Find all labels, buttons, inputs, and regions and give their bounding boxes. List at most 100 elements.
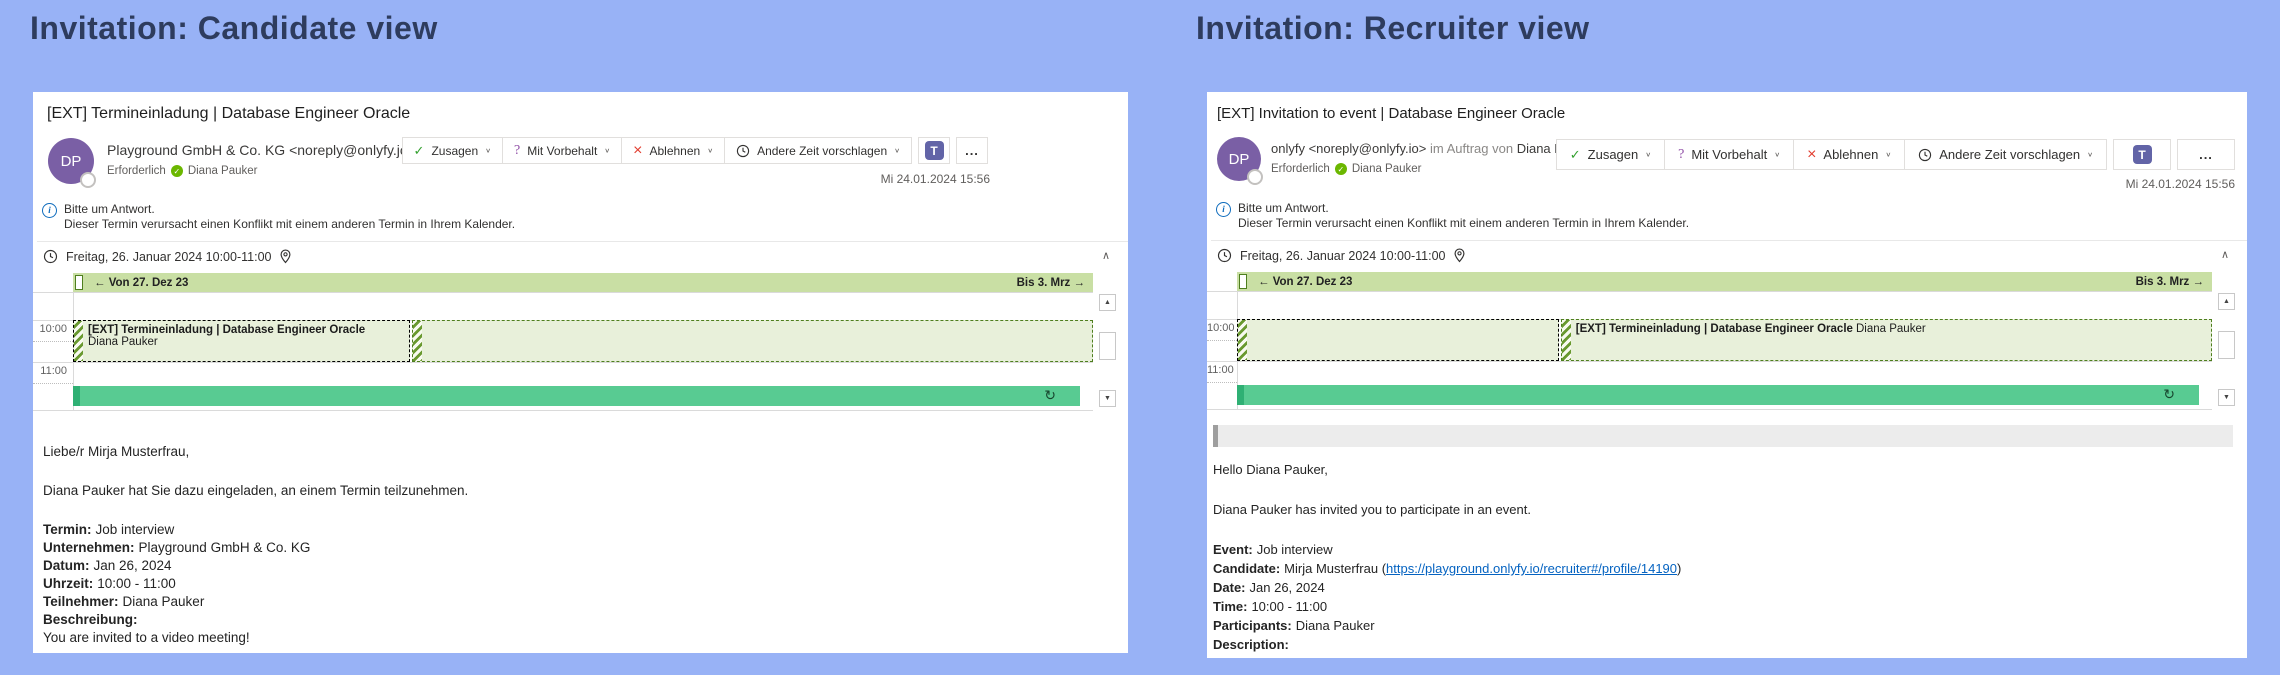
candidate-profile-link[interactable]: https://playground.onlyfy.io/recruiter#/… (1386, 561, 1678, 576)
grid-line (33, 292, 1093, 293)
event-organizer: Diana Pauker (1855, 323, 1926, 335)
location-pin-icon (280, 249, 291, 264)
half-hour-line (1207, 340, 1237, 341)
meeting-date-row: Freitag, 26. Januar 2024 10:00-11:00 ∧ (43, 249, 1114, 264)
required-label: Erforderlich (1271, 163, 1330, 175)
x-icon: × (633, 141, 643, 159)
scrollbar-cap (73, 386, 80, 406)
calendar-preview: ← Von 27. Dez 23 Bis 3. Mrz → 10:00 11:0… (33, 273, 1128, 412)
divider (1211, 240, 2247, 241)
collapsed-quote-bar[interactable] (1213, 425, 2233, 447)
scrollbar-thumb[interactable] (1099, 332, 1116, 360)
calendar-event-selected[interactable]: [EXT] Termineinladung | Database Enginee… (73, 320, 410, 362)
event-title: [EXT] Termineinladung | Database Enginee… (88, 324, 366, 336)
sync-icon: ↻ (1044, 387, 1056, 403)
scrollbar-thumb[interactable] (2218, 331, 2235, 359)
time-label-11: 11:00 (1207, 364, 1234, 376)
question-icon: ? (1678, 146, 1685, 162)
greeting: Hello Diana Pauker, (1213, 462, 1328, 477)
ellipsis-icon: ... (965, 142, 979, 158)
grid-line (1207, 361, 2212, 362)
scrollbar-cap (1237, 385, 1244, 405)
tentative-button[interactable]: ? Mit Vorbehalt ∨ (1664, 139, 1795, 170)
clock-icon (1919, 148, 1932, 161)
grid-line (1207, 409, 2212, 410)
event-title: [EXT] Termineinladung | Database Enginee… (1575, 323, 1853, 335)
arrow-right-icon: → (2192, 275, 2205, 288)
field-row: Unternehmen: Playground GmbH & Co. KG (43, 540, 311, 555)
calendar-range-from: ← Von 27. Dez 23 (1258, 275, 1353, 288)
scroll-up-button[interactable]: ▲ (2218, 293, 2235, 310)
field-row-candidate: Candidate: Mirja Musterfrau (https://play… (1213, 561, 1682, 576)
propose-new-time-button[interactable]: Andere Zeit vorschlagen ∨ (1904, 139, 2107, 170)
sync-icon: ↻ (2163, 386, 2175, 402)
field-row: Date: Jan 26, 2024 (1213, 580, 1325, 595)
calendar-event-selected[interactable] (1237, 319, 1559, 361)
field-row: Description: (1213, 637, 1289, 652)
greeting: Liebe/r Mirja Musterfrau, (43, 444, 190, 459)
info-line1: Bitte um Antwort. (64, 202, 155, 216)
closing-line: You are invited to a video meeting! (1213, 654, 2237, 658)
meeting-response-toolbar: ✓ Zusagen ∨ ? Mit Vorbehalt ∨ × Ablehnen… (401, 137, 988, 164)
more-actions-button[interactable]: ... (956, 137, 988, 164)
decline-button[interactable]: × Ablehnen ∨ (1793, 139, 1906, 170)
intro: Diana Pauker hat Sie dazu eingeladen, an… (43, 483, 469, 498)
accept-button[interactable]: ✓ Zusagen ∨ (401, 137, 504, 164)
email-body: Liebe/r Mirja Musterfrau, Diana Pauker h… (43, 443, 1114, 647)
info-line2: Dieser Termin verursacht einen Konflikt … (1238, 216, 1690, 230)
calendar-preview: ← Von 27. Dez 23 Bis 3. Mrz → 10:00 11:0… (1207, 272, 2247, 411)
accept-button[interactable]: ✓ Zusagen ∨ (1555, 139, 1666, 170)
tentative-button[interactable]: ? Mit Vorbehalt ∨ (502, 137, 623, 164)
teams-icon: T (924, 141, 944, 160)
field-row: Participants: Diana Pauker (1213, 618, 1375, 633)
vertical-scrollbar: ▲ ▼ (2218, 293, 2235, 406)
sender-name: onlyfy <noreply@onlyfy.io> (1271, 141, 1427, 156)
page-title-candidate: Invitation: Candidate view (30, 10, 438, 46)
x-icon: × (1807, 145, 1817, 163)
chevron-down-icon: ∨ (1774, 150, 1781, 159)
chevron-down-icon: ∨ (1645, 150, 1652, 159)
propose-new-time-button[interactable]: Andere Zeit vorschlagen ∨ (724, 137, 912, 164)
time-label-10: 10:00 (39, 323, 67, 335)
field-row: Event: Job interview (1213, 542, 1333, 557)
half-hour-line (33, 341, 73, 342)
calendar-range-bar[interactable]: ← Von 27. Dez 23 Bis 3. Mrz → (1237, 272, 2212, 291)
decline-button[interactable]: × Ablehnen ∨ (621, 137, 726, 164)
scroll-up-button[interactable]: ▲ (1099, 294, 1116, 311)
accepted-check-icon: ✓ (170, 165, 183, 177)
collapse-calendar-chevron[interactable]: ∧ (1101, 250, 1110, 262)
info-line2: Dieser Termin verursacht einen Konflikt … (64, 217, 516, 231)
scroll-down-button[interactable]: ▼ (2218, 389, 2235, 406)
received-timestamp: Mi 24.01.2024 15:56 (880, 172, 990, 186)
chevron-down-icon: ∨ (2087, 150, 2093, 159)
more-actions-button[interactable]: ... (2177, 139, 2235, 170)
horizontal-scrollbar[interactable]: ↻ (1237, 385, 2199, 405)
avatar[interactable]: DP (48, 138, 94, 184)
collapse-calendar-chevron[interactable]: ∧ (2220, 249, 2229, 261)
meeting-date-text: Freitag, 26. Januar 2024 10:00-11:00 (66, 249, 272, 264)
horizontal-scrollbar[interactable]: ↻ (73, 386, 1080, 406)
chevron-down-icon: ∨ (604, 146, 611, 155)
email-subject: [EXT] Invitation to event | Database Eng… (1217, 105, 1566, 122)
teams-meeting-button[interactable]: T (2113, 139, 2171, 170)
arrow-left-icon: ← (94, 276, 106, 289)
calendar-event-continuation[interactable] (411, 320, 1093, 362)
response-info: i Bitte um Antwort. Dieser Termin verurs… (1216, 201, 2233, 231)
chevron-down-icon: ∨ (894, 146, 900, 155)
clock-icon (1217, 248, 1232, 263)
field-row: Teilnehmer: Diana Pauker (43, 594, 205, 609)
chevron-down-icon: ∨ (707, 146, 714, 155)
meeting-response-toolbar: ✓ Zusagen ∨ ? Mit Vorbehalt ∨ × Ablehnen… (1555, 139, 2235, 170)
teams-meeting-button[interactable]: T (918, 137, 950, 164)
calendar-event-continuation[interactable]: [EXT] Termineinladung | Database Enginee… (1560, 319, 2212, 361)
arrow-left-icon: ← (1258, 275, 1270, 288)
calendar-range-bar[interactable]: ← Von 27. Dez 23 Bis 3. Mrz → (73, 273, 1093, 292)
sender-via: im Auftrag von (1429, 141, 1514, 156)
chevron-down-icon: ∨ (1885, 150, 1892, 159)
presence-ring-icon (80, 172, 96, 188)
sender-line: onlyfy <noreply@onlyfy.io> im Auftrag vo… (1271, 137, 1571, 156)
scroll-down-button[interactable]: ▼ (1099, 390, 1116, 407)
vertical-scrollbar: ▲ ▼ (1099, 294, 1116, 407)
page-title-recruiter: Invitation: Recruiter view (1196, 10, 1590, 46)
email-panel-recruiter: [EXT] Invitation to event | Database Eng… (1207, 92, 2247, 658)
